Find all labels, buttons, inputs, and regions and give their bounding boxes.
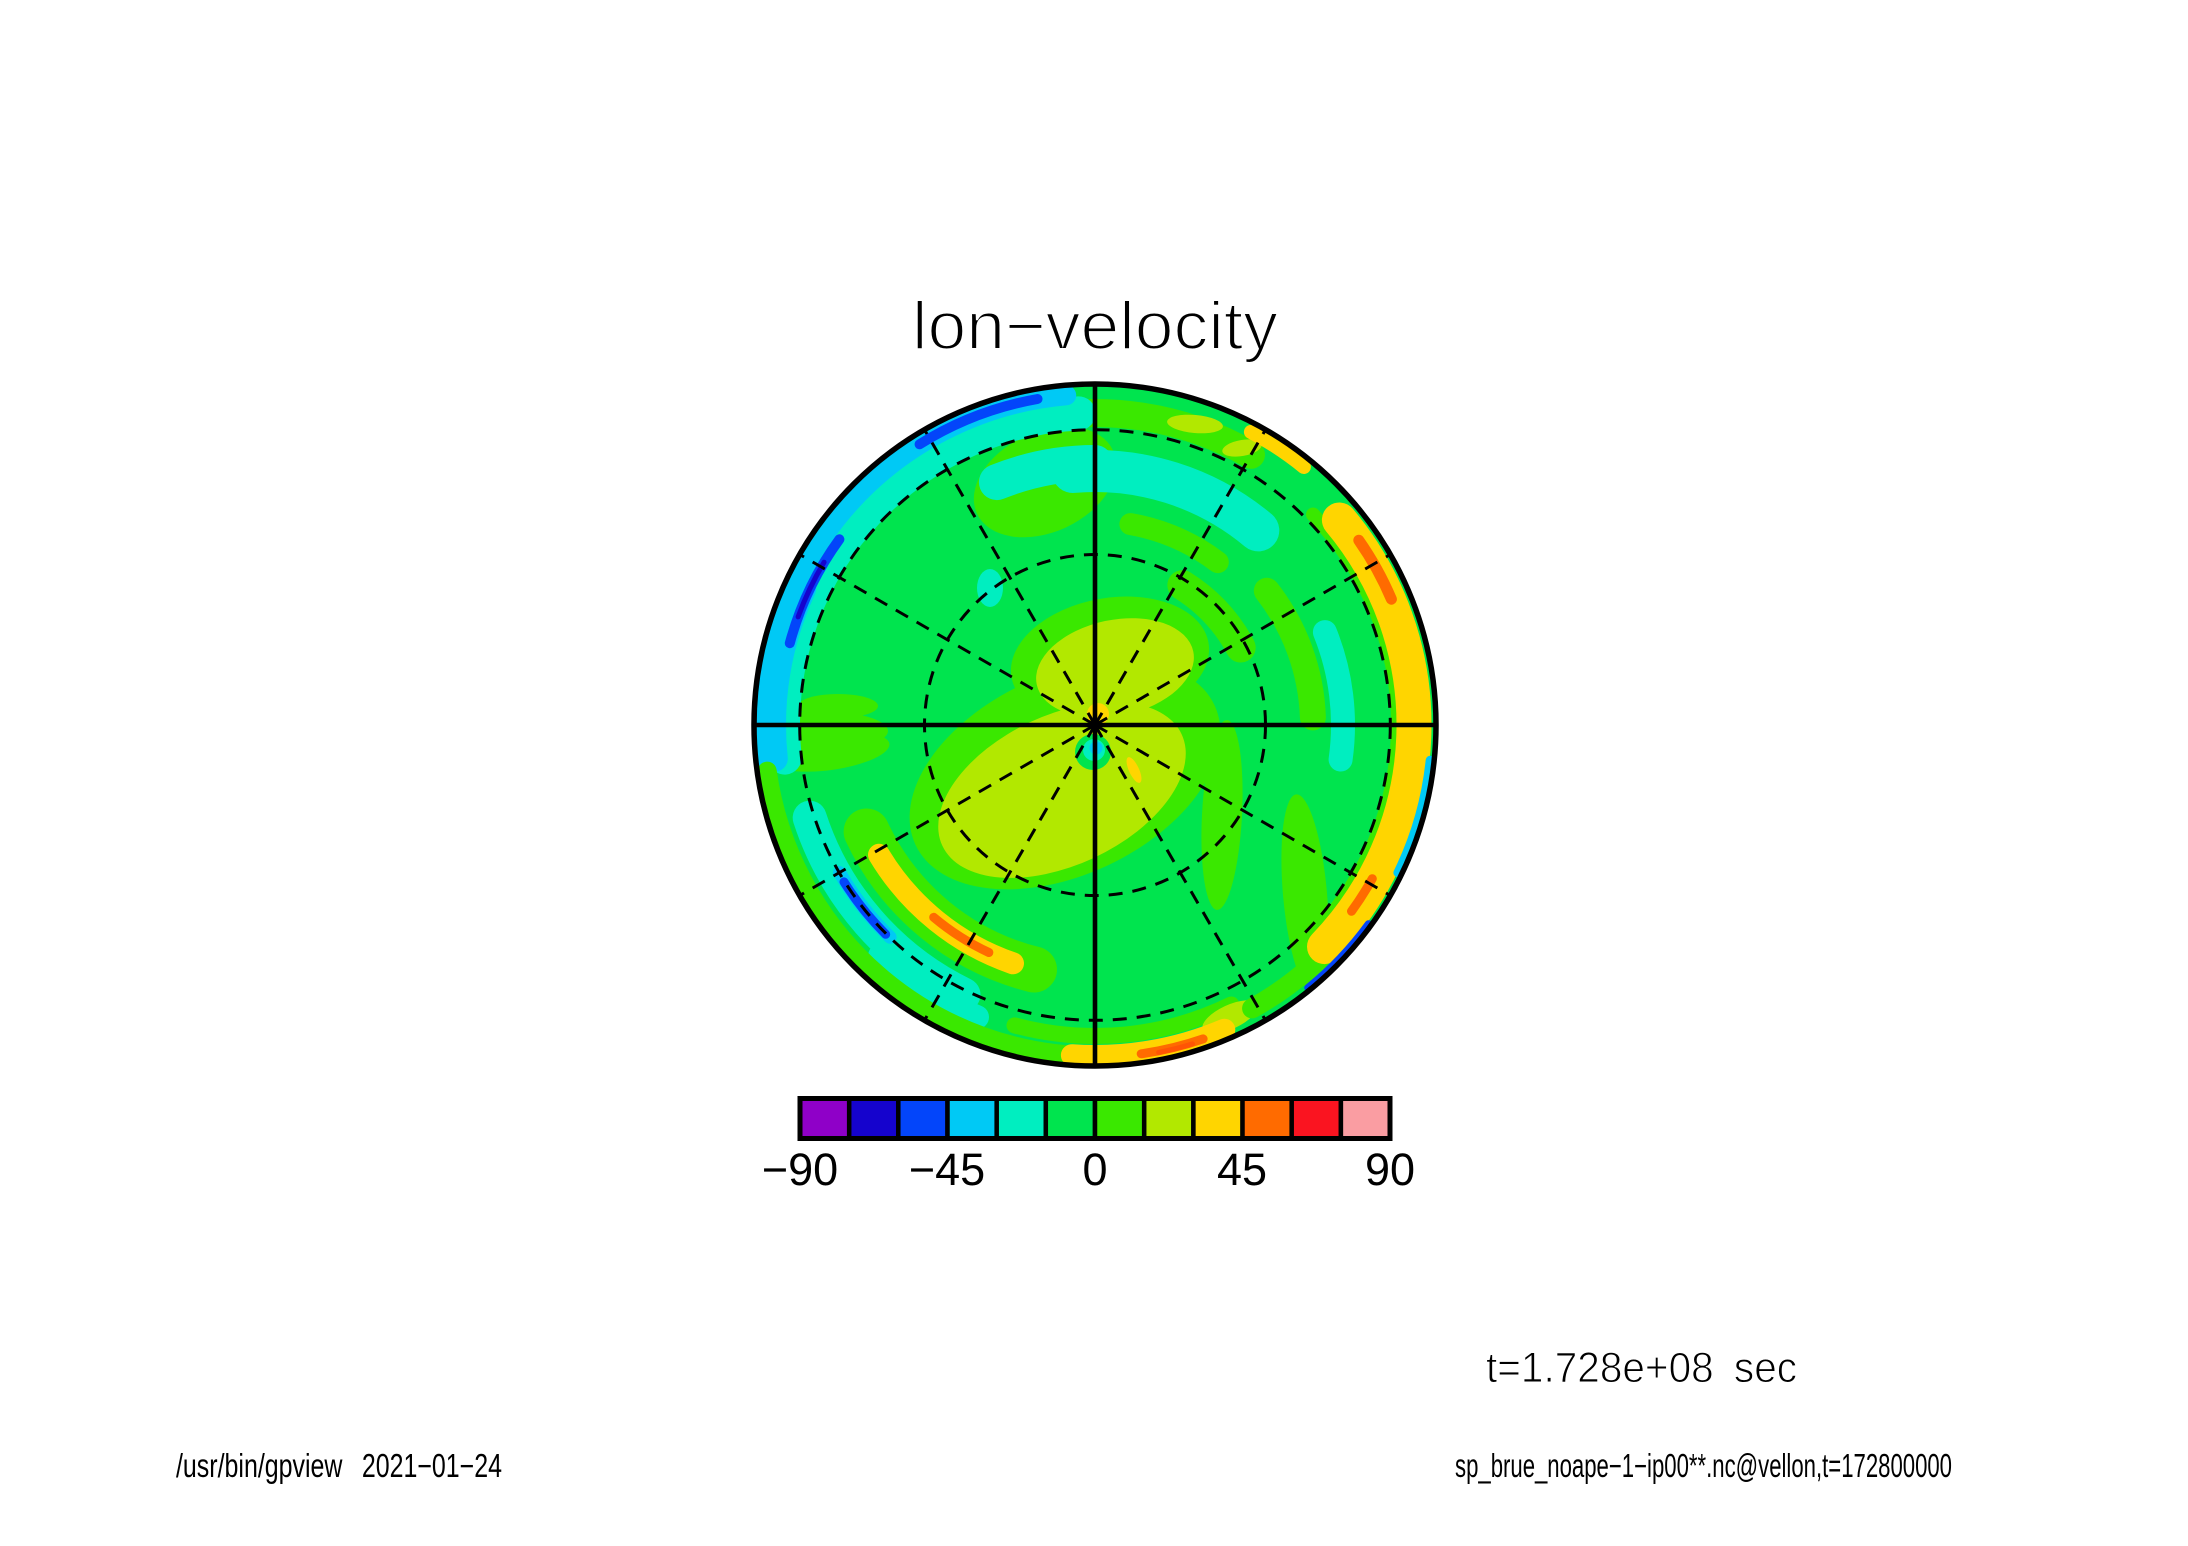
svg-text:−90: −90	[762, 1144, 838, 1195]
svg-text:/usr/bin/gpview 2021−01−24: /usr/bin/gpview 2021−01−24	[176, 1447, 502, 1484]
svg-text:sp_brue_noape−1−ip00**.nc@vell: sp_brue_noape−1−ip00**.nc@vellon,t=17280…	[1455, 1447, 1952, 1484]
svg-text:t=1.728e+08 sec: t=1.728e+08 sec	[1486, 1344, 1797, 1392]
svg-text:45: 45	[1217, 1144, 1267, 1195]
svg-text:−45: −45	[909, 1144, 985, 1195]
svg-text:lon−velocity: lon−velocity	[912, 288, 1278, 364]
svg-text:0: 0	[1082, 1144, 1107, 1195]
svg-text:90: 90	[1365, 1144, 1415, 1195]
